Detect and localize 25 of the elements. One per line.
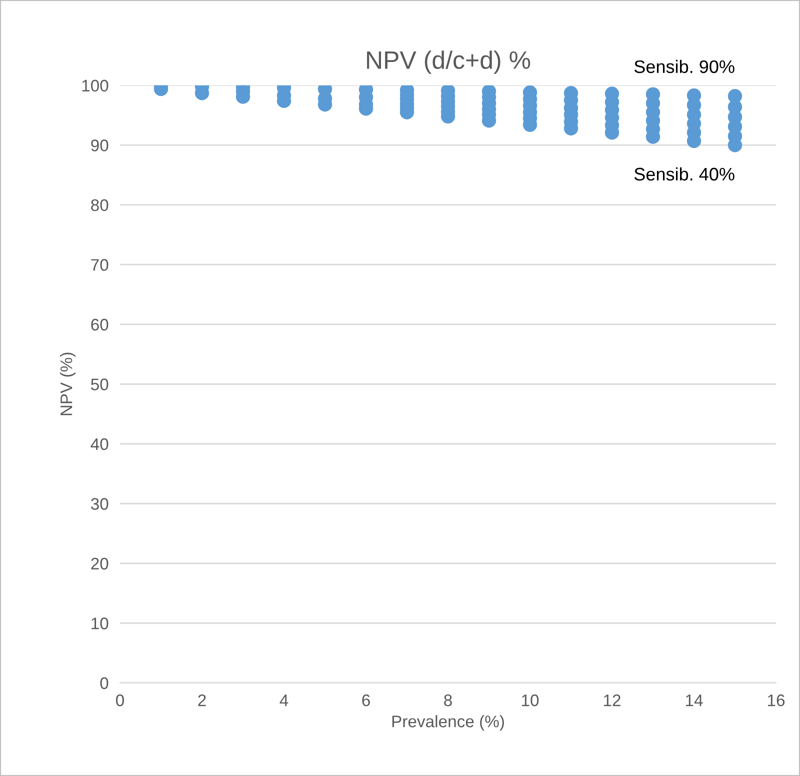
y-tick-label: 90 — [91, 140, 108, 152]
chart-title: NPV (d/c+d) % — [367, 50, 530, 74]
x-tick-label: 16 — [768, 694, 785, 706]
x-axis-title: Prevalence (%) — [392, 715, 504, 731]
x-tick-label: 2 — [198, 694, 206, 706]
x-tick-label: 14 — [686, 694, 703, 706]
annotation: Sensib. 40% — [634, 167, 734, 181]
x-tick-label: 10 — [522, 694, 539, 706]
y-tick-label: 70 — [91, 259, 108, 271]
x-tick-label: 0 — [116, 694, 124, 706]
x-tick-label: 4 — [280, 694, 288, 706]
y-tick-label: 20 — [91, 558, 108, 570]
y-tick-label: 30 — [90, 498, 108, 510]
y-tick-label: 10 — [92, 618, 108, 630]
x-tick-label: 12 — [604, 694, 620, 706]
y-tick-label: 100 — [82, 80, 108, 92]
y-tick-label: 0 — [100, 677, 108, 690]
y-tick-label: 60 — [91, 318, 108, 331]
x-tick-label: 6 — [362, 694, 370, 706]
y-axis-title: NPV (%) — [60, 352, 76, 416]
y-tick-label: 80 — [91, 199, 108, 212]
annotation: Sensib. 90% — [634, 60, 734, 74]
y-tick-label: 40 — [90, 438, 108, 450]
y-tick-label: 50 — [91, 378, 108, 390]
x-tick-label: 8 — [444, 694, 452, 706]
